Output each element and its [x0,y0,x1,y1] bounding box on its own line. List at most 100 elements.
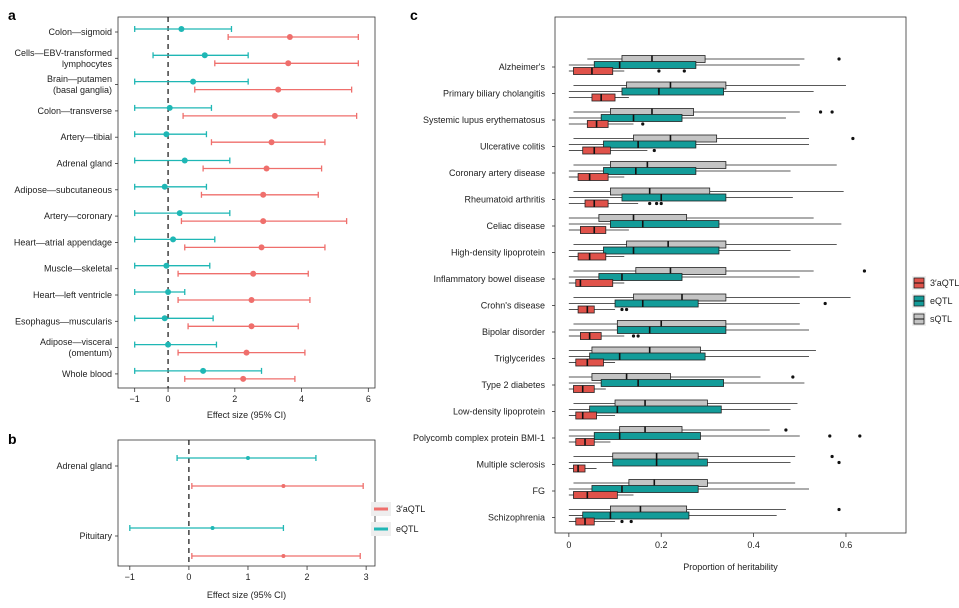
panel-a-frame [117,16,376,389]
eqtl-point [190,78,197,85]
aqtl-box [580,226,607,234]
category-label-line: Pituitary [79,531,112,541]
x-axis-title: Effect size (95% CI) [207,410,286,420]
category-label: Low-density lipoprotein [453,407,545,417]
category-label: Type 2 diabetes [481,380,545,390]
x-tick-label: 6 [366,394,371,404]
aqtl-point [260,218,267,225]
eqtl-box [600,114,683,122]
category-label-line: (omentum) [68,348,112,358]
aqtl-box [573,67,614,75]
panel-c-frame [554,16,907,534]
sqtl-outlier [830,110,834,114]
aqtl-outlier [682,69,686,73]
sqtl-outlier [837,507,841,512]
category-label: Muscle—skeletal [44,264,112,274]
category-label: Primary biliary cholangitis [443,89,546,99]
category-label: Whole blood [62,369,112,379]
x-tick-label: 3 [364,572,369,582]
eqtl-box [593,61,697,69]
category-label: Alzheimer's [499,62,546,72]
aqtl-outlier [620,519,624,524]
eqtl-box [582,511,690,520]
legend-label: eQTL [396,524,419,534]
eqtl-box [589,352,706,361]
legend-label: 3′aQTL [930,278,959,288]
eqtl-point [170,236,177,243]
eqtl-point [178,26,185,32]
aqtl-box [580,332,602,340]
eqtl-box [603,246,720,255]
category-label: Adrenal gland [56,159,112,169]
x-tick-label: −1 [130,394,140,404]
category-label: High-density lipoprotein [451,248,545,258]
category-label: Pituitary [79,531,112,541]
category-label-line: Esophagus—muscularis [15,316,113,326]
aqtl-point [248,297,255,303]
eqtl-point [165,341,172,348]
panel-label-c: c [410,7,418,23]
category-label-line: Colon—sigmoid [48,27,112,37]
eqtl-box [589,405,722,414]
eqtl-box [603,140,697,149]
aqtl-box [591,93,616,102]
aqtl-point [281,554,286,558]
aqtl-box [584,199,609,208]
category-label-line: Artery—coronary [44,211,113,221]
eqtl-box [600,379,724,387]
aqtl-point [271,112,278,119]
panel-a: a −1 0 2 4 6 Effect size (95% CI) Colon—sigmoid… [8,7,376,420]
category-label-line: Adipose—visceral [40,337,112,347]
eqtl-point [161,315,168,322]
eqtl-box [593,432,701,440]
eqtl-point [166,104,173,111]
category-label: Crohn's disease [481,301,545,311]
panel-label-b: b [8,431,17,447]
aqtl-box [577,252,607,261]
aqtl-point [240,375,247,382]
eqtl-point [245,456,250,460]
category-label-line: (basal ganglia) [53,85,112,95]
aqtl-point [268,139,275,146]
category-label: Artery—tibial [60,132,112,142]
sqtl-outlier [851,136,855,141]
eqtl-box [612,458,708,467]
x-tick-label: 1 [245,572,250,582]
aqtl-outlier [655,201,659,206]
sqtl-outlier [791,375,795,379]
category-label-line: Heart—atrial appendage [14,237,112,247]
aqtl-point [281,484,286,488]
eqtl-box [621,87,724,96]
aqtl-outlier [641,122,645,126]
category-label-line: Muscle—skeletal [44,264,112,274]
x-tick-label: 2 [305,572,310,582]
eqtl-point [161,183,168,190]
category-label-line: Adrenal gland [56,461,112,471]
category-label-line: Heart—left ventricle [33,290,112,300]
aqtl-outlier [659,201,663,206]
panel-c: c 0 0.2 0.4 0.6 Proportion of heritability Alz… [410,7,959,572]
sqtl-outlier [837,57,841,61]
category-label: FG [533,486,546,496]
category-label: Polycomb complex protein BMI-1 [413,433,545,443]
category-label: Brain—putamen (basal ganglia) [47,74,112,95]
category-label-line: lymphocytes [62,59,113,69]
x-tick-label: 0 [186,572,191,582]
category-label: Bipolar disorder [482,327,545,337]
aqtl-outlier [657,69,661,73]
sqtl-outlier [830,454,834,459]
aqtl-outlier [631,334,636,338]
category-label: Heart—left ventricle [33,290,112,300]
category-label: Triglycerides [494,354,545,364]
eqtl-point [200,367,207,374]
aqtl-point [258,244,265,251]
aqtl-box [575,358,604,367]
category-label: Multiple sclerosis [476,460,545,470]
aqtl-box [586,120,609,128]
category-label: Coronary artery disease [449,168,545,178]
eqtl-outlier [837,460,841,465]
category-label: Cells—EBV-transformed lymphocytes [14,48,112,69]
category-label-line: Artery—tibial [60,132,112,142]
eqtl-box [614,299,699,308]
